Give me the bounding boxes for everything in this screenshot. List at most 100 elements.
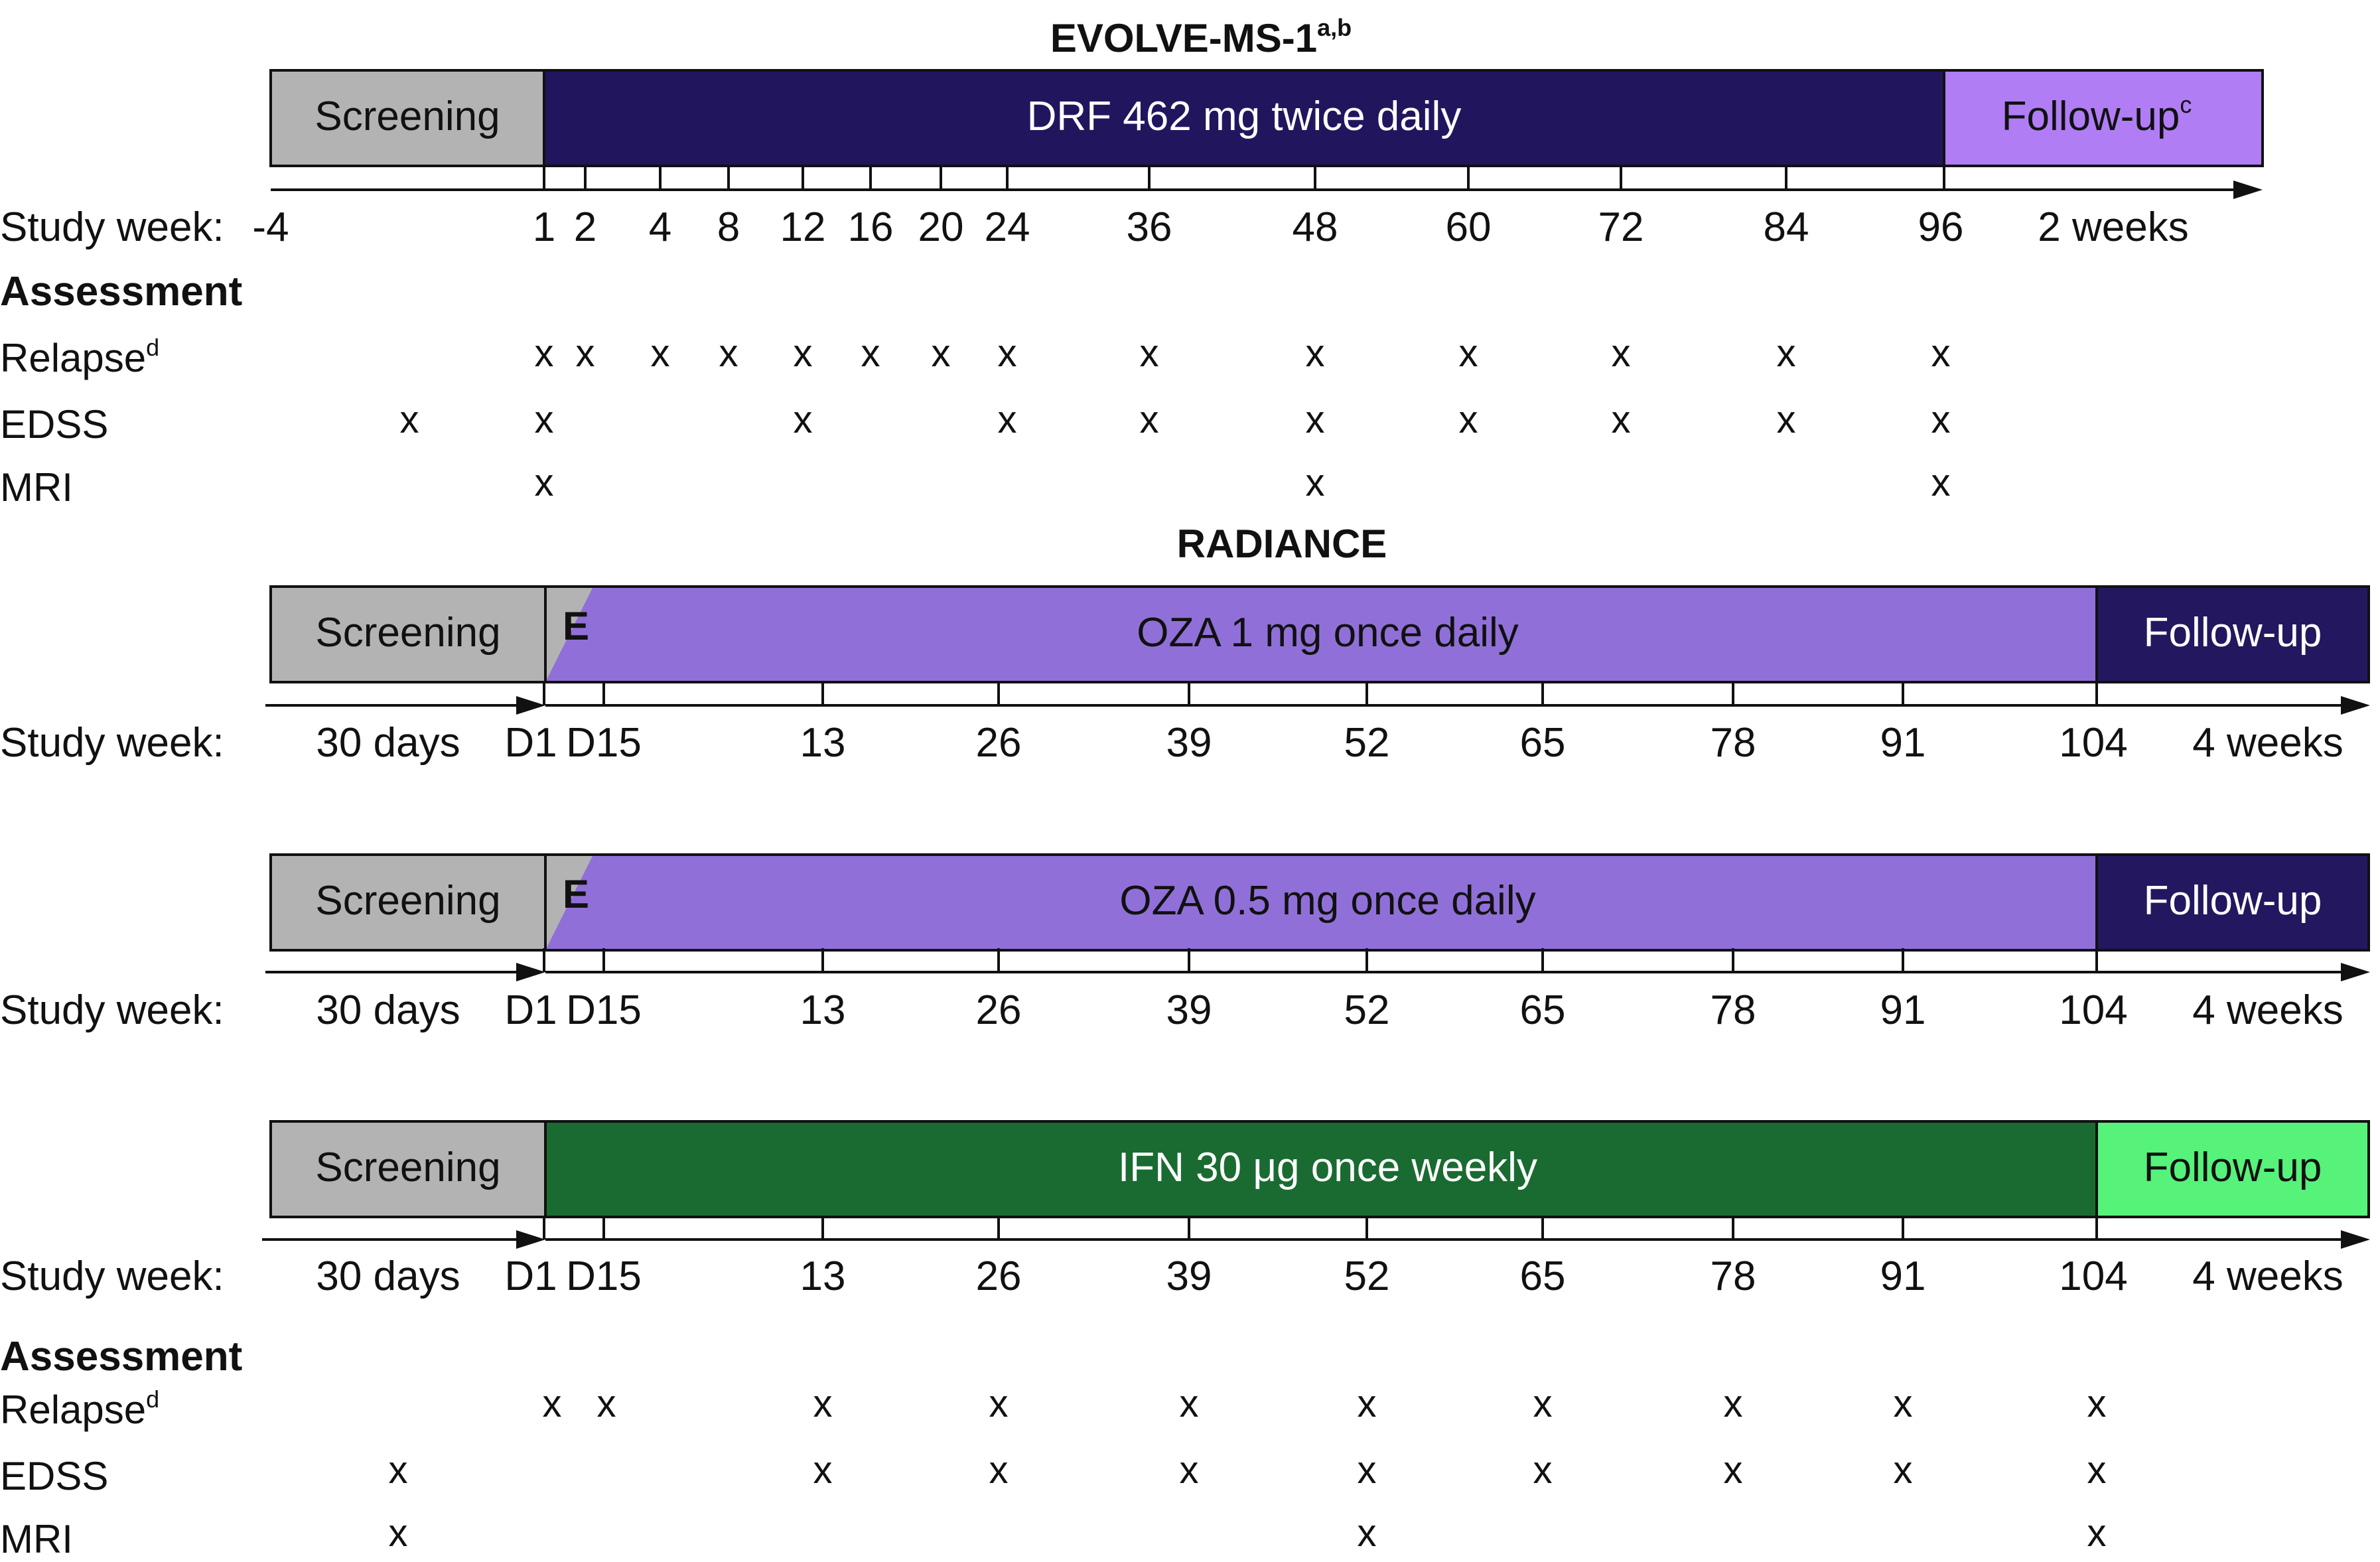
evolve-tick-label: 96 [1918,204,1964,250]
radiance-week-label: Study week: [0,1253,224,1299]
evolve-assessment-label-relapse: Relapsed [0,334,159,380]
radiance-assessment-mark: x [989,1449,1009,1492]
radiance-assessment-label-relapse: Relapsed [0,1385,159,1432]
radiance-tick-label: D1 [504,1253,557,1299]
radiance-tick-label: 78 [1711,720,1756,766]
radiance-treatment-label: IFN 30 μg once weekly [1118,1145,1537,1190]
evolve-title: EVOLVE-MS-1a,b [1050,14,1352,60]
evolve-tick-label: 4 [649,204,671,250]
evolve-tick-label: 48 [1293,204,1338,250]
evolve-assessment-mark: x [998,332,1017,375]
evolve-treatment-label: DRF 462 mg twice daily [1027,94,1462,139]
radiance-tick-label: 104 [2059,1253,2127,1299]
radiance-tick-label: 52 [1344,1253,1390,1299]
radiance-followup-arrowhead [2341,963,2370,981]
radiance-assessment-mark: x [813,1382,833,1425]
evolve-assessment-mark: x [535,398,554,441]
evolve-assessment-mark: x [1459,398,1478,441]
radiance-tick-label: D15 [566,987,642,1033]
radiance-followup-bar [2095,1120,2370,1218]
radiance-tick-label: 26 [976,1253,1022,1299]
evolve-assessment-mark: x [861,332,880,375]
evolve-assessment-mark: x [576,332,595,375]
evolve-followup-bar [1943,69,2264,167]
radiance-tick-label: 26 [976,720,1022,766]
evolve-tick-label: 24 [985,204,1030,250]
evolve-tick-label: 1 [533,204,555,250]
radiance-tick-label: 13 [800,987,846,1033]
evolve-assessment-mark: x [1777,332,1796,375]
evolve-assessment-mark: x [1459,332,1478,375]
evolve-treatment-bar [543,69,1945,167]
radiance-tick-label: 91 [1880,987,1926,1033]
radiance-arm-1: Screening E OZA 1 mg once daily Follow-up D1… [0,585,2370,766]
evolve-assessment-mark: x [1140,398,1159,441]
radiance-screening-duration: 30 days [316,1253,460,1299]
radiance-assessment-mark: x [2087,1449,2107,1492]
radiance-assessment-mark: x [543,1382,562,1425]
evolve-assessment-mark: x [794,398,813,441]
radiance-escalation-wedge [545,587,593,682]
evolve-assessment-mark: x [535,332,554,375]
radiance-assessment-heading: Assessment [0,1334,242,1380]
evolve-tick-label: 72 [1598,204,1644,250]
radiance-tick-label: 91 [1880,720,1926,766]
radiance-assessment-mark: x [1533,1382,1553,1425]
radiance-tick-label: D15 [566,720,642,766]
radiance-arm-3: Screening IFN 30 μg once weekly Follow-up D… [0,1120,2370,1299]
radiance-assessment-mark: x [1894,1382,1913,1425]
evolve-tick-label: 16 [848,204,894,250]
evolve-followup-label: Follow-upc [2002,91,2192,139]
radiance-assessment-mark: x [1358,1512,1377,1555]
radiance-assessment-mark: x [389,1512,408,1555]
evolve-assessment-mark: x [932,332,951,375]
radiance-followup-duration: 4 weeks [2192,1253,2343,1299]
radiance-title: RADIANCE [1177,522,1387,566]
radiance-escalation-label: E [563,604,589,648]
radiance-tick-label: 104 [2059,987,2127,1033]
radiance-screening-duration: 30 days [316,720,460,766]
radiance-assessment-mark: x [597,1382,616,1425]
radiance-followup-bar [2095,853,2370,952]
radiance-escalation-wedge [545,855,593,950]
radiance-screening-arrowhead [516,1230,545,1249]
radiance-screening-arrowhead [516,963,545,981]
evolve-assessment-mark: x [651,332,670,375]
radiance-screening-duration: 30 days [316,987,460,1033]
evolve-assessment-mark: x [1306,332,1325,375]
radiance-screening-label: Screening [315,610,500,656]
radiance-tick-label: 104 [2059,720,2127,766]
radiance-assessment-label-mri: MRI [0,1517,73,1561]
radiance-tick-label: 65 [1520,1253,1566,1299]
evolve-assessment-mark: x [794,332,813,375]
radiance-tick-label: 52 [1344,987,1390,1033]
radiance-tick-label: D15 [566,1253,642,1299]
radiance-assessment-mark: x [1533,1449,1553,1492]
radiance-week-label: Study week: [0,720,224,766]
radiance-followup-label: Follow-up [2144,878,2322,924]
evolve-assessment-mark: x [1306,461,1325,504]
radiance-tick-label: 26 [976,987,1022,1033]
radiance-followup-label: Follow-up [2144,610,2322,656]
radiance-tick-label: D1 [504,987,557,1033]
radiance-assessment-mark: x [1358,1382,1377,1425]
evolve-section: EVOLVE-MS-1a,b Screening DRF 462 mg twic… [0,14,2264,510]
radiance-followup-duration: 4 weeks [2192,987,2343,1033]
evolve-tick-label: 20 [918,204,964,250]
radiance-assessment-mark: x [1358,1449,1377,1492]
radiance-arm-2: Screening E OZA 0.5 mg once daily Follow-up… [0,853,2370,1033]
evolve-followup-duration: 2 weeks [2038,204,2188,250]
radiance-assessment-label-edss: EDSS [0,1454,108,1498]
evolve-followup-arrowhead [2233,180,2263,199]
radiance-tick-label: 13 [800,1253,846,1299]
evolve-assessment-mark: x [1931,461,1951,504]
evolve-week-label: Study week: [0,204,224,250]
evolve-tick-label: 12 [780,204,826,250]
evolve-tick-label: -4 [252,204,289,250]
radiance-section: RADIANCE Screening E OZA 1 mg once daily Fo… [0,522,2370,1561]
radiance-week-label: Study week: [0,987,224,1033]
evolve-week-ticks: -4 1 2 4 8 12 16 20 24 36 48 60 72 84 96 [252,166,1963,250]
radiance-tick-label: 78 [1711,1253,1756,1299]
